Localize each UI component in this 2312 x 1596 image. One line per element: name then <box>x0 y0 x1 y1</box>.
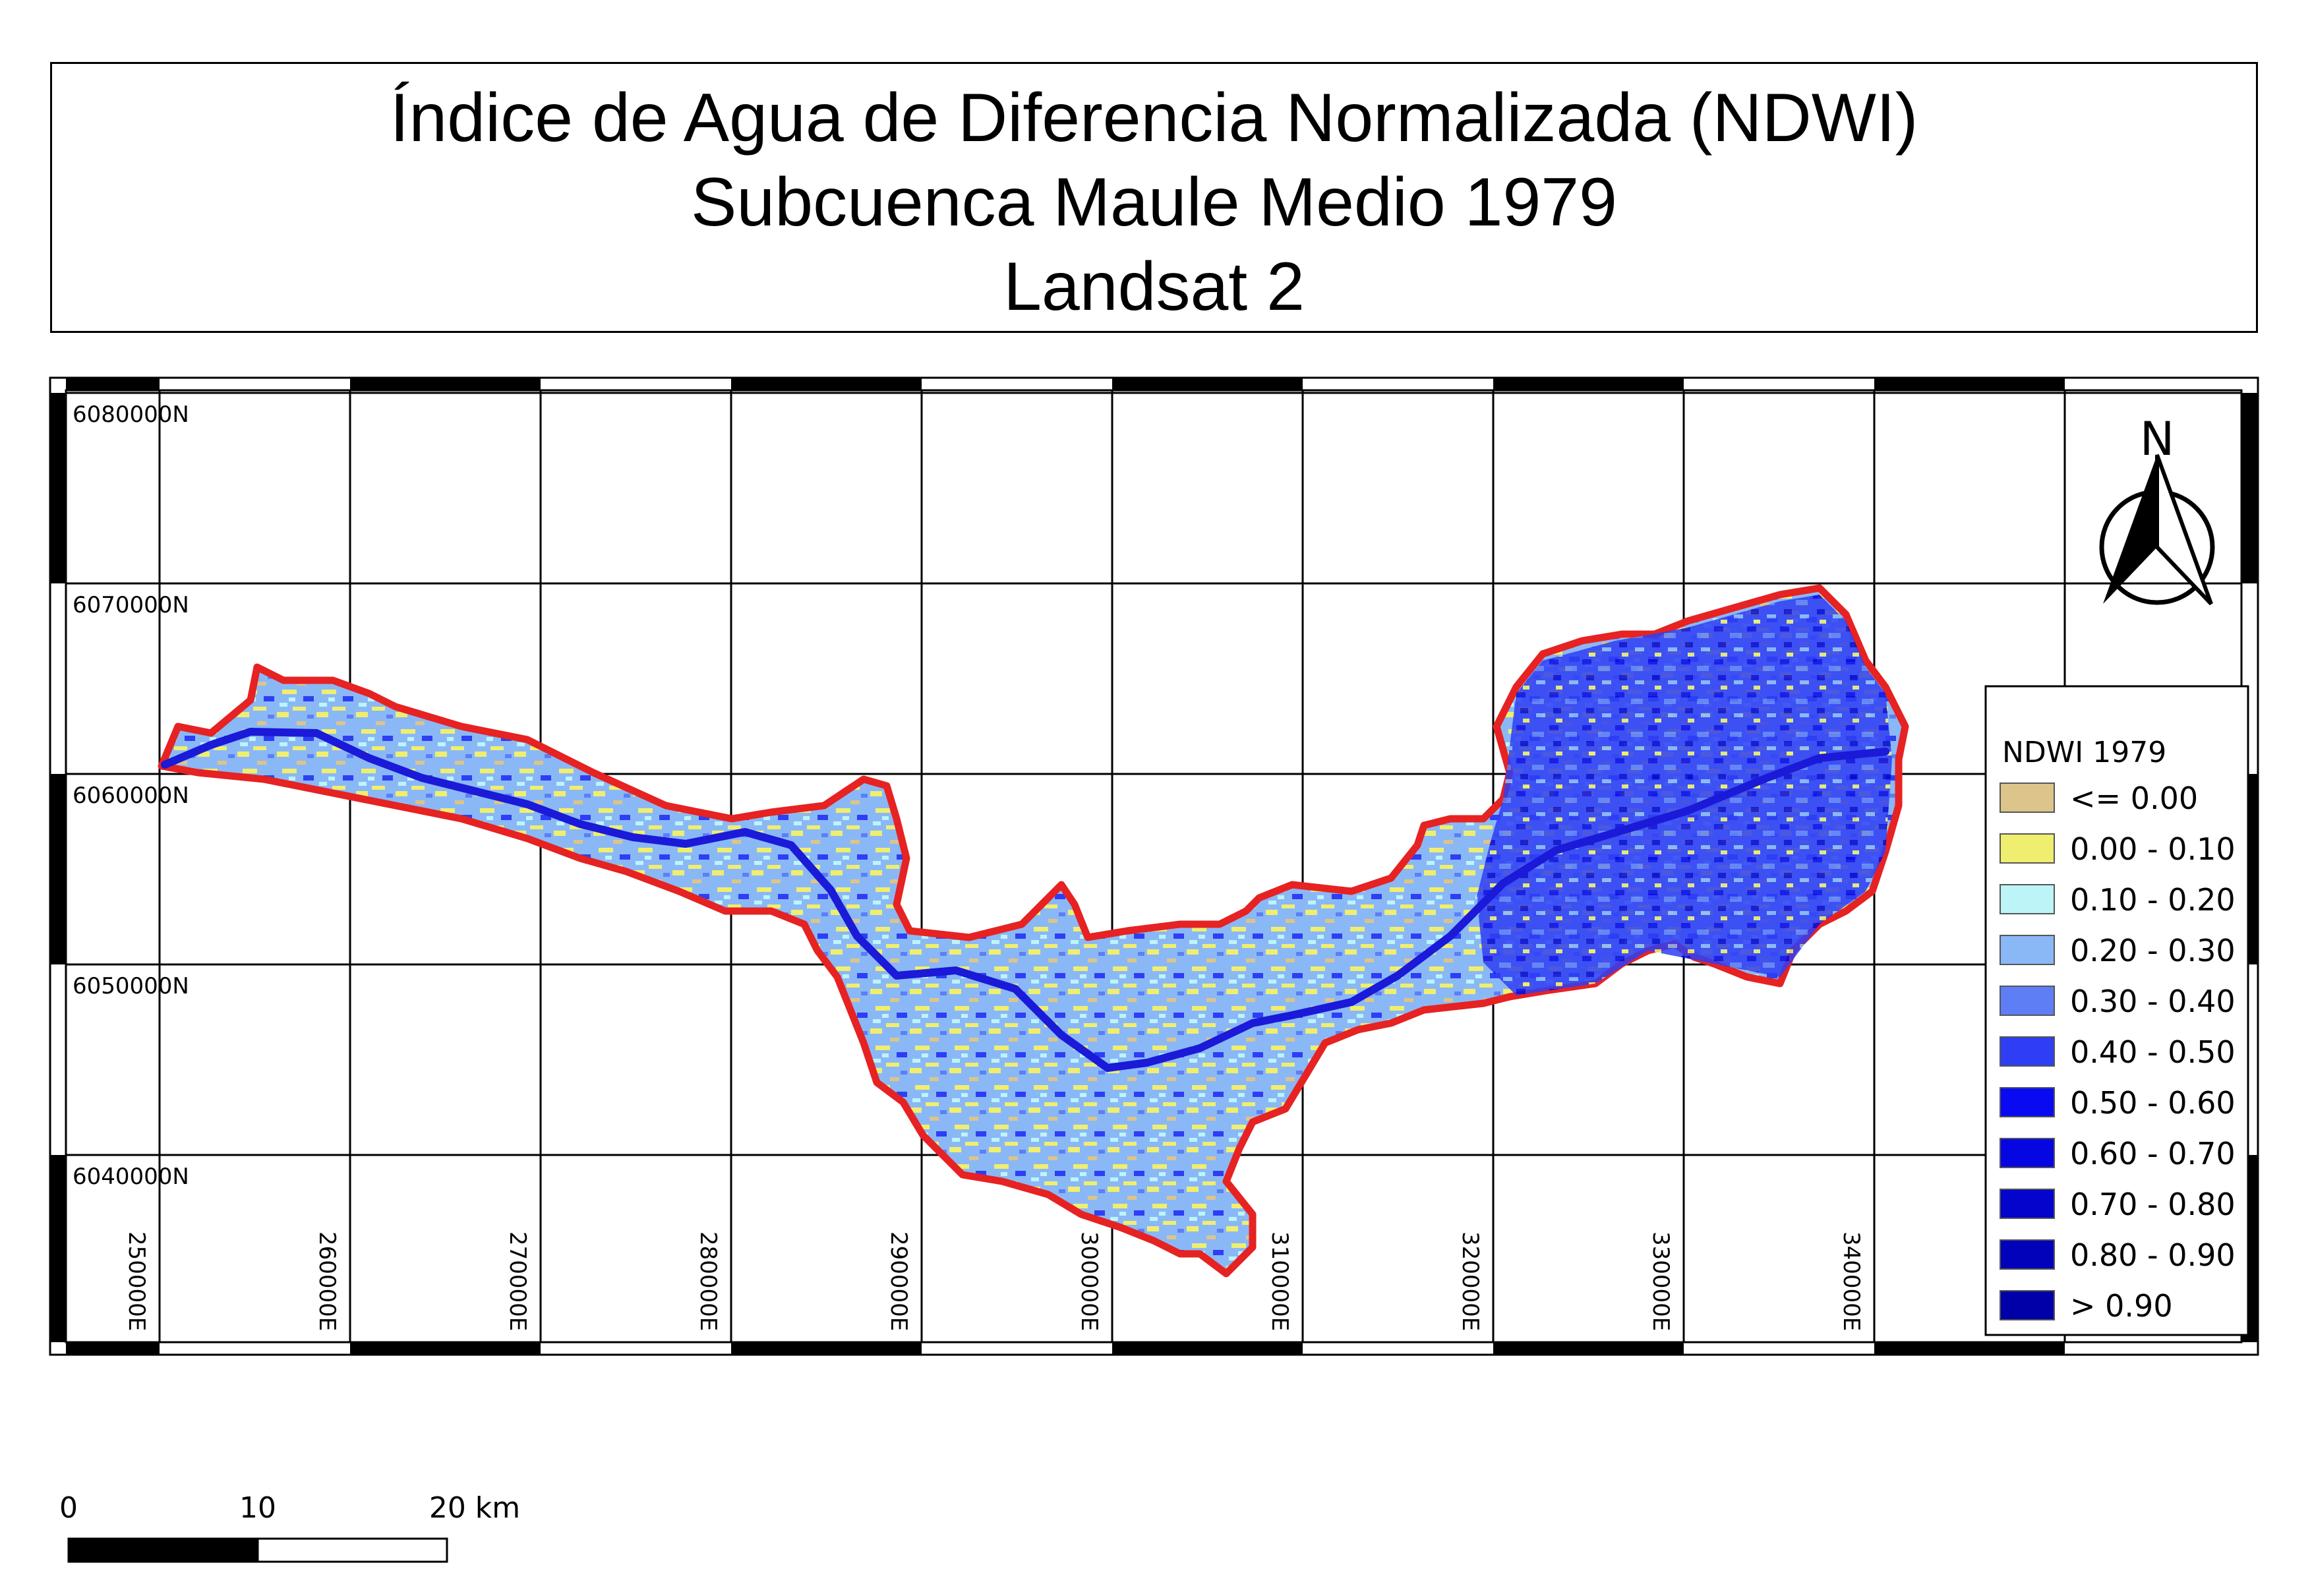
legend-label: > 0.90 <box>2070 1288 2173 1324</box>
easting-label: 280000E <box>695 1231 721 1331</box>
frame-tick-bottom <box>350 1342 541 1354</box>
frame-tick-top <box>731 378 922 390</box>
legend: NDWI 1979 <= 0.00 0.00 - 0.10 0.10 - 0.2… <box>1984 685 2249 1336</box>
legend-item: 0.40 - 0.50 <box>2000 1034 2236 1070</box>
easting-label: 250000E <box>123 1231 150 1331</box>
scale-bar: 0 10 20 km <box>59 1491 520 1563</box>
legend-item: 0.20 - 0.30 <box>2000 933 2236 968</box>
scale-label: 10 <box>239 1491 276 1525</box>
legend-item: 0.70 - 0.80 <box>2000 1187 2236 1222</box>
northing-labels: 6080000N 6070000N 6060000N 6050000N 6040… <box>73 401 189 1190</box>
frame-tick-top <box>1112 378 1303 390</box>
legend-label: 0.60 - 0.70 <box>2070 1136 2236 1171</box>
legend-swatch <box>2000 833 2055 864</box>
legend-items: <= 0.00 0.00 - 0.10 0.10 - 0.20 0.20 - 0… <box>2000 781 2236 1324</box>
legend-swatch <box>2000 1138 2055 1168</box>
legend-item: 0.80 - 0.90 <box>2000 1237 2236 1273</box>
frame-tick-bottom <box>1493 1342 1684 1354</box>
easting-label: 270000E <box>504 1231 531 1331</box>
north-arrow: N <box>2099 412 2215 606</box>
basin-upper-dark-zone <box>1477 595 1892 995</box>
legend-item: 0.60 - 0.70 <box>2000 1136 2236 1171</box>
northing-label: 6050000N <box>73 973 189 999</box>
northing-label: 6060000N <box>73 783 189 809</box>
legend-item: 0.10 - 0.20 <box>2000 882 2236 918</box>
legend-item: 0.00 - 0.10 <box>2000 831 2236 867</box>
legend-label: <= 0.00 <box>2070 781 2198 816</box>
frame-tick-left <box>51 1155 66 1342</box>
legend-label: 0.70 - 0.80 <box>2070 1187 2236 1222</box>
legend-label: 0.10 - 0.20 <box>2070 882 2236 918</box>
legend-item: > 0.90 <box>2000 1288 2173 1324</box>
easting-label: 300000E <box>1076 1231 1102 1331</box>
frame-tick-top <box>66 378 160 390</box>
legend-label: 0.80 - 0.90 <box>2070 1237 2236 1273</box>
river-channel <box>161 728 1889 1072</box>
scale-segment-empty <box>256 1537 448 1563</box>
scale-segment-filled <box>67 1537 259 1563</box>
northing-label: 6080000N <box>73 401 189 428</box>
map-title-line-2: Subcuenca Maule Medio 1979 <box>691 164 1617 241</box>
legend-swatch <box>2000 783 2055 813</box>
legend-label: 0.40 - 0.50 <box>2070 1034 2236 1070</box>
north-arrow-right-half-icon <box>2155 454 2213 606</box>
scale-label: 0 <box>59 1491 78 1525</box>
legend-swatch <box>2000 884 2055 914</box>
legend-swatch <box>2000 1290 2055 1320</box>
legend-label: 0.50 - 0.60 <box>2070 1085 2236 1121</box>
scale-label: 20 km <box>429 1491 520 1525</box>
map-title-box: Índice de Agua de Diferencia Normalizada… <box>50 62 2258 333</box>
frame-tick-bottom <box>1112 1342 1303 1354</box>
frame-tick-top <box>1493 378 1684 390</box>
north-arrow-left-half-icon <box>2103 455 2157 604</box>
legend-label: 0.20 - 0.30 <box>2070 933 2236 968</box>
map-title-line-3: Landsat 2 <box>1003 249 1305 325</box>
legend-item: 0.30 - 0.40 <box>2000 984 2236 1019</box>
frame-tick-right <box>2241 393 2257 583</box>
easting-label: 340000E <box>1838 1231 1864 1331</box>
easting-label: 290000E <box>885 1231 912 1331</box>
northing-label: 6040000N <box>73 1164 189 1190</box>
frame-tick-top <box>350 378 541 390</box>
easting-labels: 250000E 260000E 270000E 280000E 290000E … <box>123 1231 1864 1331</box>
legend-swatch <box>2000 1036 2055 1067</box>
northing-label: 6070000N <box>73 592 189 618</box>
map-title-line-1: Índice de Agua de Diferencia Normalizada… <box>390 80 1918 156</box>
easting-label: 310000E <box>1266 1231 1293 1331</box>
frame-tick-bottom <box>1874 1342 2065 1354</box>
legend-label: 0.00 - 0.10 <box>2070 831 2236 867</box>
legend-swatch <box>2000 1239 2055 1270</box>
easting-label: 330000E <box>1647 1231 1674 1331</box>
frame-tick-bottom <box>66 1342 160 1354</box>
basin-shape <box>158 584 1909 1278</box>
easting-label: 260000E <box>314 1231 340 1331</box>
frame-tick-left <box>51 774 66 964</box>
legend-label: 0.30 - 0.40 <box>2070 984 2236 1019</box>
frame-tick-top <box>1874 378 2065 390</box>
legend-item: <= 0.00 <box>2000 781 2198 816</box>
frame-tick-left <box>51 393 66 583</box>
legend-swatch <box>2000 935 2055 965</box>
legend-swatch <box>2000 986 2055 1016</box>
legend-item: 0.50 - 0.60 <box>2000 1085 2236 1121</box>
frame-tick-bottom <box>731 1342 922 1354</box>
basin-layer <box>158 584 1909 1278</box>
legend-title: NDWI 1979 <box>2002 736 2166 769</box>
easting-label: 320000E <box>1457 1231 1483 1331</box>
legend-swatch <box>2000 1087 2055 1117</box>
legend-swatch <box>2000 1189 2055 1219</box>
